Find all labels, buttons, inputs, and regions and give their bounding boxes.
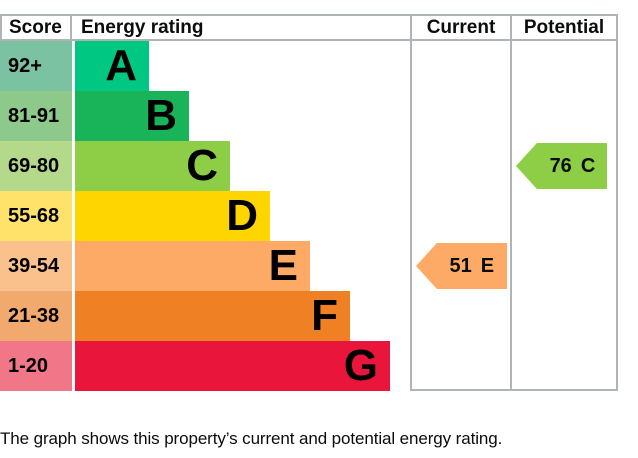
bar-cell-b: B xyxy=(72,91,410,141)
band-row-e: 39-54 E 51 E xyxy=(0,241,618,291)
potential-cell-b xyxy=(510,91,618,141)
band-bar-e: E xyxy=(75,241,310,291)
score-range-c: 69-80 xyxy=(0,141,72,191)
potential-rating-arrow: 76 C xyxy=(516,143,607,189)
band-letter-e: E xyxy=(268,241,298,290)
current-cell-g xyxy=(410,341,510,391)
band-row-f: 21-38 F xyxy=(0,291,618,341)
current-cell-f xyxy=(410,291,510,341)
band-bar-c: C xyxy=(75,141,230,191)
band-letter-c: C xyxy=(186,141,218,190)
potential-band-letter: C xyxy=(580,154,596,177)
band-bar-a: A xyxy=(75,41,149,91)
score-range-f: 21-38 xyxy=(0,291,72,341)
current-score-value: 51 xyxy=(449,254,472,277)
band-bar-b: B xyxy=(75,91,189,141)
band-row-g: 1-20 G xyxy=(0,341,618,391)
score-range-g: 1-20 xyxy=(0,341,72,391)
score-range-a: 92+ xyxy=(0,41,72,91)
score-range-b: 81-91 xyxy=(0,91,72,141)
current-cell-b xyxy=(410,91,510,141)
epc-rating-chart: Score Energy rating Current Potential 92… xyxy=(0,14,618,391)
header-score: Score xyxy=(0,14,72,41)
potential-cell-d xyxy=(510,191,618,241)
band-row-b: 81-91 B xyxy=(0,91,618,141)
potential-cell-f xyxy=(510,291,618,341)
potential-cell-g xyxy=(510,341,618,391)
chart-caption: The graph shows this property’s current … xyxy=(0,429,503,448)
chart-header-row: Score Energy rating Current Potential xyxy=(0,14,618,41)
bar-cell-a: A xyxy=(72,41,410,91)
bar-cell-e: E xyxy=(72,241,410,291)
band-bar-g: G xyxy=(75,341,390,391)
current-rating-arrow: 51 E xyxy=(416,243,507,289)
band-letter-b: B xyxy=(145,91,177,140)
bar-cell-c: C xyxy=(72,141,410,191)
score-range-d: 55-68 xyxy=(0,191,72,241)
current-cell-a xyxy=(410,41,510,91)
band-letter-a: A xyxy=(105,41,137,90)
bar-cell-g: G xyxy=(72,341,410,391)
header-potential: Potential xyxy=(510,14,618,41)
current-band-letter: E xyxy=(480,254,495,277)
current-cell-e: 51 E xyxy=(410,241,510,291)
header-current: Current xyxy=(410,14,510,41)
band-row-c: 69-80 C 76 C xyxy=(0,141,618,191)
band-letter-f: F xyxy=(311,291,338,340)
bar-cell-d: D xyxy=(72,191,410,241)
band-letter-g: G xyxy=(343,341,378,390)
header-energy-rating: Energy rating xyxy=(72,14,410,41)
current-cell-d xyxy=(410,191,510,241)
score-range-e: 39-54 xyxy=(0,241,72,291)
potential-cell-c: 76 C xyxy=(510,141,618,191)
potential-cell-a xyxy=(510,41,618,91)
potential-cell-e xyxy=(510,241,618,291)
band-row-d: 55-68 D xyxy=(0,191,618,241)
current-cell-c xyxy=(410,141,510,191)
potential-score-value: 76 xyxy=(549,154,572,177)
band-letter-d: D xyxy=(226,191,258,240)
band-row-a: 92+ A xyxy=(0,41,618,91)
bar-cell-f: F xyxy=(72,291,410,341)
band-bar-f: F xyxy=(75,291,350,341)
band-bar-d: D xyxy=(75,191,270,241)
